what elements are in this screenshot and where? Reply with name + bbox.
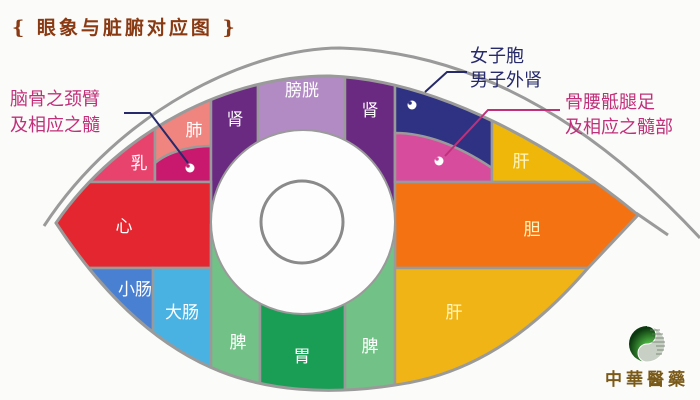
annotation-nvzibao: 女子胞 男子外肾 <box>424 46 542 93</box>
label-dan: 胆 <box>524 220 541 240</box>
label-pangguang: 膀胱 <box>285 81 319 101</box>
diagram-title: { 眼象与脏腑对应图 } <box>12 16 238 39</box>
annotation-guyao-line2: 及相应之髓部 <box>565 117 673 138</box>
label-pi-left: 脾 <box>230 333 247 353</box>
label-ru: 乳 <box>131 154 148 174</box>
annotation-guyao-line1: 骨腰骶腿足 <box>565 92 655 113</box>
label-fei: 肺 <box>186 121 203 141</box>
spot-marker-icon <box>407 100 417 110</box>
annotation-naogu-line2: 及相应之髓 <box>10 115 100 136</box>
logo-text: 中華醫藥 <box>605 369 689 390</box>
spot-marker-icon <box>185 163 195 173</box>
label-xin: 心 <box>116 217 133 237</box>
label-gan-top: 肝 <box>513 152 530 172</box>
annotation-nvzibao-line1: 女子胞 <box>470 46 524 67</box>
label-xiaochang: 小肠 <box>118 280 152 300</box>
yin-yang-logo-icon <box>629 325 666 363</box>
label-gan-bottom: 肝 <box>446 303 463 323</box>
region-dachang <box>151 266 213 391</box>
annotation-guyao: 骨腰骶腿足 及相应之髓部 <box>444 92 673 157</box>
eyelid-outline <box>42 46 700 240</box>
label-pi-right: 脾 <box>362 337 379 357</box>
annotation-naogu-line1: 脑骨之颈臂 <box>10 89 100 110</box>
label-shen-right: 肾 <box>362 101 379 121</box>
label-dachang: 大肠 <box>165 303 199 323</box>
colored-region-border <box>54 74 641 392</box>
annotation-naogu-leader <box>124 112 189 164</box>
pupil-circle <box>259 179 345 265</box>
eye-corner-line <box>635 211 669 237</box>
label-wei: 胃 <box>294 347 311 367</box>
annotation-nvzibao-leader <box>424 71 467 93</box>
annotation-nvzibao-line2: 男子外肾 <box>470 70 542 91</box>
annotation-naogu: 脑骨之颈臂 及相应之髓 <box>10 89 189 164</box>
spot-marker-icon <box>434 156 444 166</box>
annotation-guyao-leader <box>444 109 560 157</box>
label-shen-left: 肾 <box>227 110 244 130</box>
